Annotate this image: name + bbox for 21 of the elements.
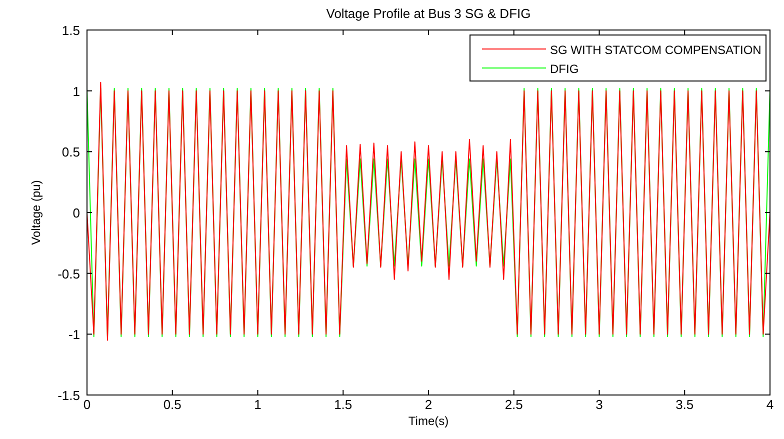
y-axis-title: Voltage (pu)	[29, 180, 43, 245]
legend-box: SG WITH STATCOM COMPENSATION DFIG	[470, 34, 766, 82]
y-tick-label: 0.5	[62, 144, 80, 160]
chart-title: Voltage Profile at Bus 3 SG & DFIG	[326, 6, 531, 21]
y-tick-label: -0.5	[58, 266, 80, 282]
x-tick-label: 0.5	[163, 397, 182, 412]
x-axis-title: Time(s)	[408, 414, 449, 428]
x-tick-label: 2	[424, 397, 432, 412]
x-tick-label: 1	[254, 397, 262, 412]
y-tick-label: 1.5	[62, 23, 80, 38]
y-tick-label: -1.5	[58, 388, 80, 403]
x-tick-label: 3	[596, 397, 603, 412]
x-tick-label: 2.5	[504, 397, 523, 412]
x-tick-label: 1.5	[334, 397, 352, 412]
x-tick-label: 4	[766, 397, 774, 412]
y-tick-label: -1	[68, 327, 80, 342]
x-tick-label: 0	[83, 397, 91, 412]
series-label: DFIG	[550, 62, 579, 76]
y-tick-label: 1	[72, 84, 80, 99]
x-tick-label: 3.5	[676, 397, 694, 412]
y-tick-label: 0	[72, 206, 80, 220]
